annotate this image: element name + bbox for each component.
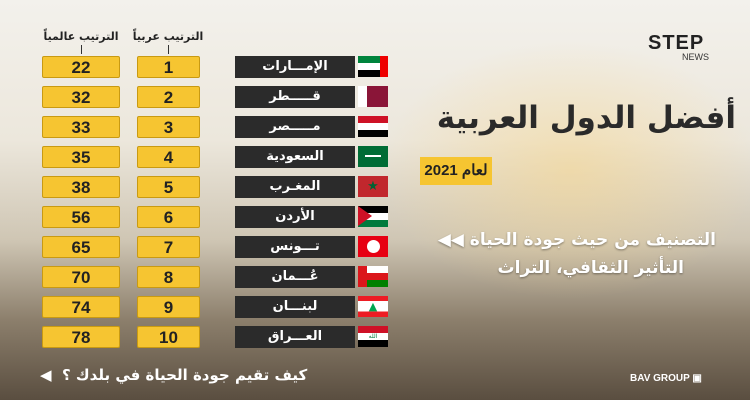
question-text: كيف تقيم جودة الحياة في بلدك ؟ ◀ — [40, 366, 308, 384]
table-row: 32 2 قـــــطر — [0, 86, 400, 110]
country-name: العـــراق — [235, 326, 355, 348]
step-logo: STEP — [648, 32, 705, 54]
arab-rank-value: 7 — [137, 236, 200, 258]
arab-rank-value: 2 — [137, 86, 200, 108]
step-logo-sub: NEWS — [682, 52, 709, 62]
world-rank-value: 56 — [42, 206, 120, 228]
iraq-flag-icon: الله — [358, 326, 388, 347]
arab-rank-value: 9 — [137, 296, 200, 318]
lebanon-flag-icon: ▲ — [358, 296, 388, 317]
table-row: 74 9 لبنـــان ▲ — [0, 296, 400, 320]
country-name: المغـرب — [235, 176, 355, 198]
table-row: 33 3 مـــــصر — [0, 116, 400, 140]
tunisia-flag-icon — [358, 236, 388, 257]
table-row: 22 1 الإمـــارات — [0, 56, 400, 80]
world-rank-header: الترتيب عالمياً — [38, 30, 124, 54]
subtitle-line2: التأثير الثقافي، التراث — [497, 258, 684, 278]
world-rank-value: 65 — [42, 236, 120, 258]
page-title: أفضل الدول العربية — [436, 100, 736, 136]
table-row: 78 10 العـــراق الله — [0, 326, 400, 350]
footer-brand: BAV GROUP ▣ — [630, 373, 702, 384]
arab-rank-value: 3 — [137, 116, 200, 138]
table-row: 56 6 الأردن — [0, 206, 400, 230]
year-badge: لعام 2021 — [420, 157, 492, 185]
table-row: 65 7 تـــونس — [0, 236, 400, 260]
qatar-flag-icon — [358, 86, 388, 107]
world-rank-value: 22 — [42, 56, 120, 78]
morocco-flag-icon: ★ — [358, 176, 388, 197]
world-rank-value: 35 — [42, 146, 120, 168]
bav-logo-icon: ▣ — [692, 373, 702, 384]
world-rank-header-text: الترتيب عالمياً — [43, 30, 119, 43]
world-rank-value: 32 — [42, 86, 120, 108]
country-name: قـــــطر — [235, 86, 355, 108]
arab-rank-value: 8 — [137, 266, 200, 288]
country-name: الإمـــارات — [235, 56, 355, 78]
uae-flag-icon — [358, 56, 388, 77]
country-name: الأردن — [235, 206, 355, 228]
country-name: مـــــصر — [235, 116, 355, 138]
arab-rank-value: 10 — [137, 326, 200, 348]
country-name: السعودية — [235, 146, 355, 168]
jordan-flag-icon — [358, 206, 388, 227]
arab-rank-header: الترتيب عربياً — [128, 30, 208, 54]
arab-rank-header-text: الترتيب عربياً — [132, 30, 204, 43]
table-row: 70 8 عُـــمان — [0, 266, 400, 290]
subtitle-line1: التصنيف من حيث جودة الحياة ◀◀ — [437, 230, 716, 250]
double-arrow-icon: ◀◀ — [437, 230, 464, 250]
world-rank-value: 33 — [42, 116, 120, 138]
table-row: 35 4 السعودية — [0, 146, 400, 170]
country-name: لبنـــان — [235, 296, 355, 318]
world-rank-value: 74 — [42, 296, 120, 318]
arab-rank-value: 4 — [137, 146, 200, 168]
arab-rank-value: 5 — [137, 176, 200, 198]
world-rank-value: 78 — [42, 326, 120, 348]
world-rank-value: 38 — [42, 176, 120, 198]
country-name: تـــونس — [235, 236, 355, 258]
arrow-icon: ◀ — [40, 366, 52, 384]
country-name: عُـــمان — [235, 266, 355, 288]
egypt-flag-icon — [358, 116, 388, 137]
world-rank-value: 70 — [42, 266, 120, 288]
saudi-flag-icon — [358, 146, 388, 167]
oman-flag-icon — [358, 266, 388, 287]
arab-rank-value: 6 — [137, 206, 200, 228]
arab-rank-value: 1 — [137, 56, 200, 78]
table-row: 38 5 المغـرب ★ — [0, 176, 400, 200]
